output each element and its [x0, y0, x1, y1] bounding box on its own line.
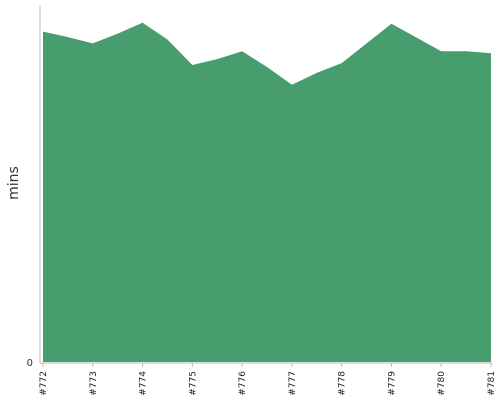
y-tick-label: 0 — [27, 358, 33, 369]
x-tick-label: #780 — [437, 371, 447, 396]
x-tick-label: #774 — [139, 371, 149, 396]
x-tick-label: #778 — [338, 371, 348, 396]
area-series — [43, 22, 491, 362]
x-tick-label: #781 — [487, 371, 497, 396]
y-axis-label: mins — [6, 166, 22, 200]
x-tick-labels: #772 #773 #774 #775 #776 #777 #778 #779 #780 #781 — [39, 363, 497, 396]
x-tick-label: #772 — [39, 371, 49, 396]
x-tick-label: #779 — [387, 371, 397, 396]
plot-area — [43, 22, 491, 362]
x-tick-label: #776 — [238, 371, 248, 396]
x-tick-label: #775 — [188, 371, 198, 396]
axes: 0 — [27, 5, 492, 369]
x-tick-label: #773 — [89, 371, 99, 396]
x-tick-label: #777 — [288, 371, 298, 396]
